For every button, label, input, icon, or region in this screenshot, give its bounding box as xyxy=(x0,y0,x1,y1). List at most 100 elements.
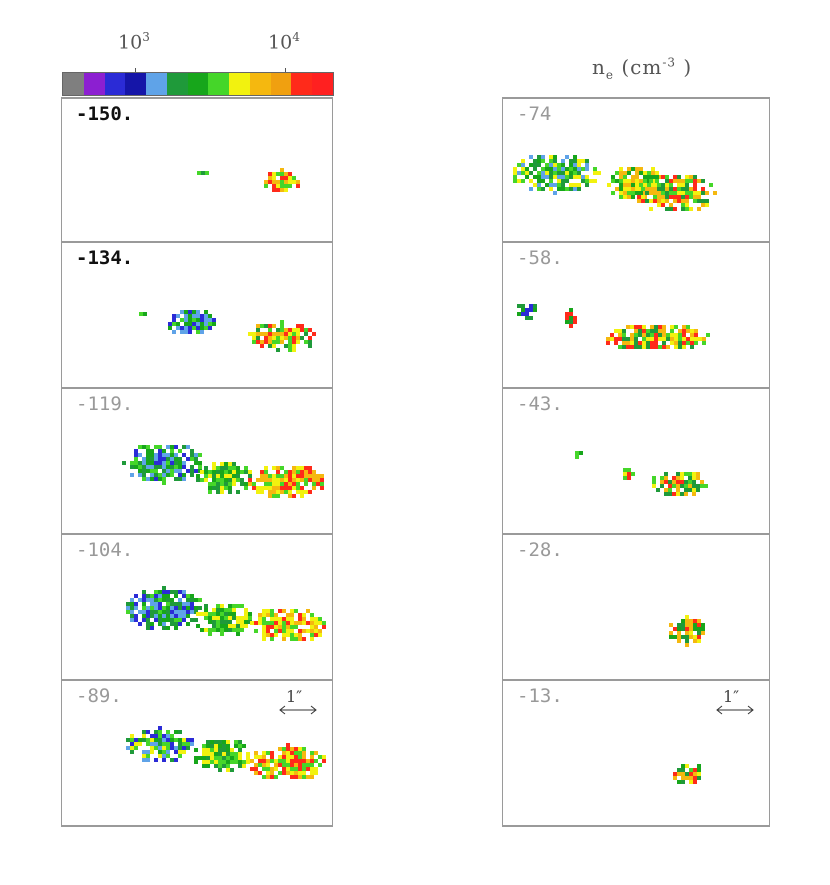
density-pixel xyxy=(701,203,705,207)
density-pixel xyxy=(274,625,278,629)
density-pixel xyxy=(190,610,194,614)
density-pixel xyxy=(228,490,232,494)
density-pixel xyxy=(292,336,296,340)
density-pixel xyxy=(581,175,585,179)
density-pixel xyxy=(288,176,292,180)
density-pixel xyxy=(300,336,304,340)
density-pixel xyxy=(158,750,162,754)
density-pixel xyxy=(268,336,272,340)
velocity-label: -134. xyxy=(76,247,134,269)
density-pixel xyxy=(260,474,264,478)
density-pixel xyxy=(697,195,701,199)
density-pixel xyxy=(294,755,298,759)
density-pixel xyxy=(146,742,150,746)
density-pixel xyxy=(300,494,304,498)
density-pixel xyxy=(126,738,130,742)
density-pixel xyxy=(162,610,166,614)
density-pixel xyxy=(150,453,154,457)
density-pixel xyxy=(280,184,284,188)
density-pixel xyxy=(244,466,248,470)
density-pixel xyxy=(652,484,656,488)
density-pixel xyxy=(312,470,316,474)
density-pixel xyxy=(553,171,557,175)
density-pixel xyxy=(549,171,553,175)
density-pixel xyxy=(652,476,656,480)
density-pixel xyxy=(292,470,296,474)
density-pixel xyxy=(270,633,274,637)
density-pixel xyxy=(142,614,146,618)
density-pixel xyxy=(158,730,162,734)
density-pixel xyxy=(190,598,194,602)
density-pixel xyxy=(256,490,260,494)
density-pixel xyxy=(230,756,234,760)
density-pixel xyxy=(166,598,170,602)
density-pixel xyxy=(549,163,553,167)
density-pixel xyxy=(290,621,294,625)
density-pixel xyxy=(168,326,172,330)
density-pixel xyxy=(262,621,266,625)
density-pixel xyxy=(260,490,264,494)
density-pixel xyxy=(669,207,673,211)
density-pixel xyxy=(577,167,581,171)
density-pixel xyxy=(166,473,170,477)
density-pixel xyxy=(260,340,264,344)
density-map xyxy=(197,168,300,192)
density-pixel xyxy=(204,310,208,314)
density-pixel xyxy=(214,744,218,748)
density-pixel xyxy=(688,480,692,484)
density-pixel xyxy=(565,155,569,159)
density-pixel xyxy=(178,461,182,465)
density-pixel xyxy=(170,734,174,738)
density-pixel xyxy=(272,176,276,180)
density-pixel xyxy=(541,167,545,171)
density-pixel xyxy=(549,155,553,159)
density-pixel xyxy=(630,341,634,345)
density-pixel xyxy=(208,326,212,330)
density-pixel xyxy=(158,614,162,618)
density-pixel xyxy=(170,602,174,606)
density-pixel xyxy=(654,325,658,329)
density-pixel xyxy=(200,478,204,482)
density-pixel xyxy=(664,488,668,492)
colorbar-tick-label-high: 104 xyxy=(268,30,300,54)
density-pixel xyxy=(634,345,638,349)
density-pixel xyxy=(206,740,210,744)
density-pixel xyxy=(622,345,626,349)
density-pixel xyxy=(224,474,228,478)
density-pixel xyxy=(304,478,308,482)
density-pixel xyxy=(268,340,272,344)
density-pixel xyxy=(569,175,573,179)
density-pixel xyxy=(312,486,316,490)
density-pixel xyxy=(690,341,694,345)
density-pixel xyxy=(306,609,310,613)
density-pixel xyxy=(276,482,280,486)
density-pixel xyxy=(288,340,292,344)
density-pixel xyxy=(653,183,657,187)
density-pixel xyxy=(654,333,658,337)
density-pixel xyxy=(638,345,642,349)
density-pixel xyxy=(184,318,188,322)
density-pixel xyxy=(537,159,541,163)
velocity-label: -43. xyxy=(517,393,563,415)
density-pixel xyxy=(134,457,138,461)
density-pixel xyxy=(222,748,226,752)
density-pixel xyxy=(208,620,212,624)
density-pixel xyxy=(647,187,651,191)
density-pixel xyxy=(224,616,228,620)
density-pixel xyxy=(635,191,639,195)
density-pixel xyxy=(686,329,690,333)
density-pixel xyxy=(662,329,666,333)
density-pixel xyxy=(294,767,298,771)
density-pixel xyxy=(158,622,162,626)
density-pixel xyxy=(138,742,142,746)
density-pixel xyxy=(270,751,274,755)
density-pixel xyxy=(670,333,674,337)
density-pixel xyxy=(665,195,669,199)
density-pixel xyxy=(226,768,230,772)
density-pixel xyxy=(206,756,210,760)
density-pixel xyxy=(278,747,282,751)
density-pixel xyxy=(228,608,232,612)
density-pixel xyxy=(314,621,318,625)
colorbar-tick-label-low: 103 xyxy=(118,30,150,54)
density-pixel xyxy=(639,183,643,187)
